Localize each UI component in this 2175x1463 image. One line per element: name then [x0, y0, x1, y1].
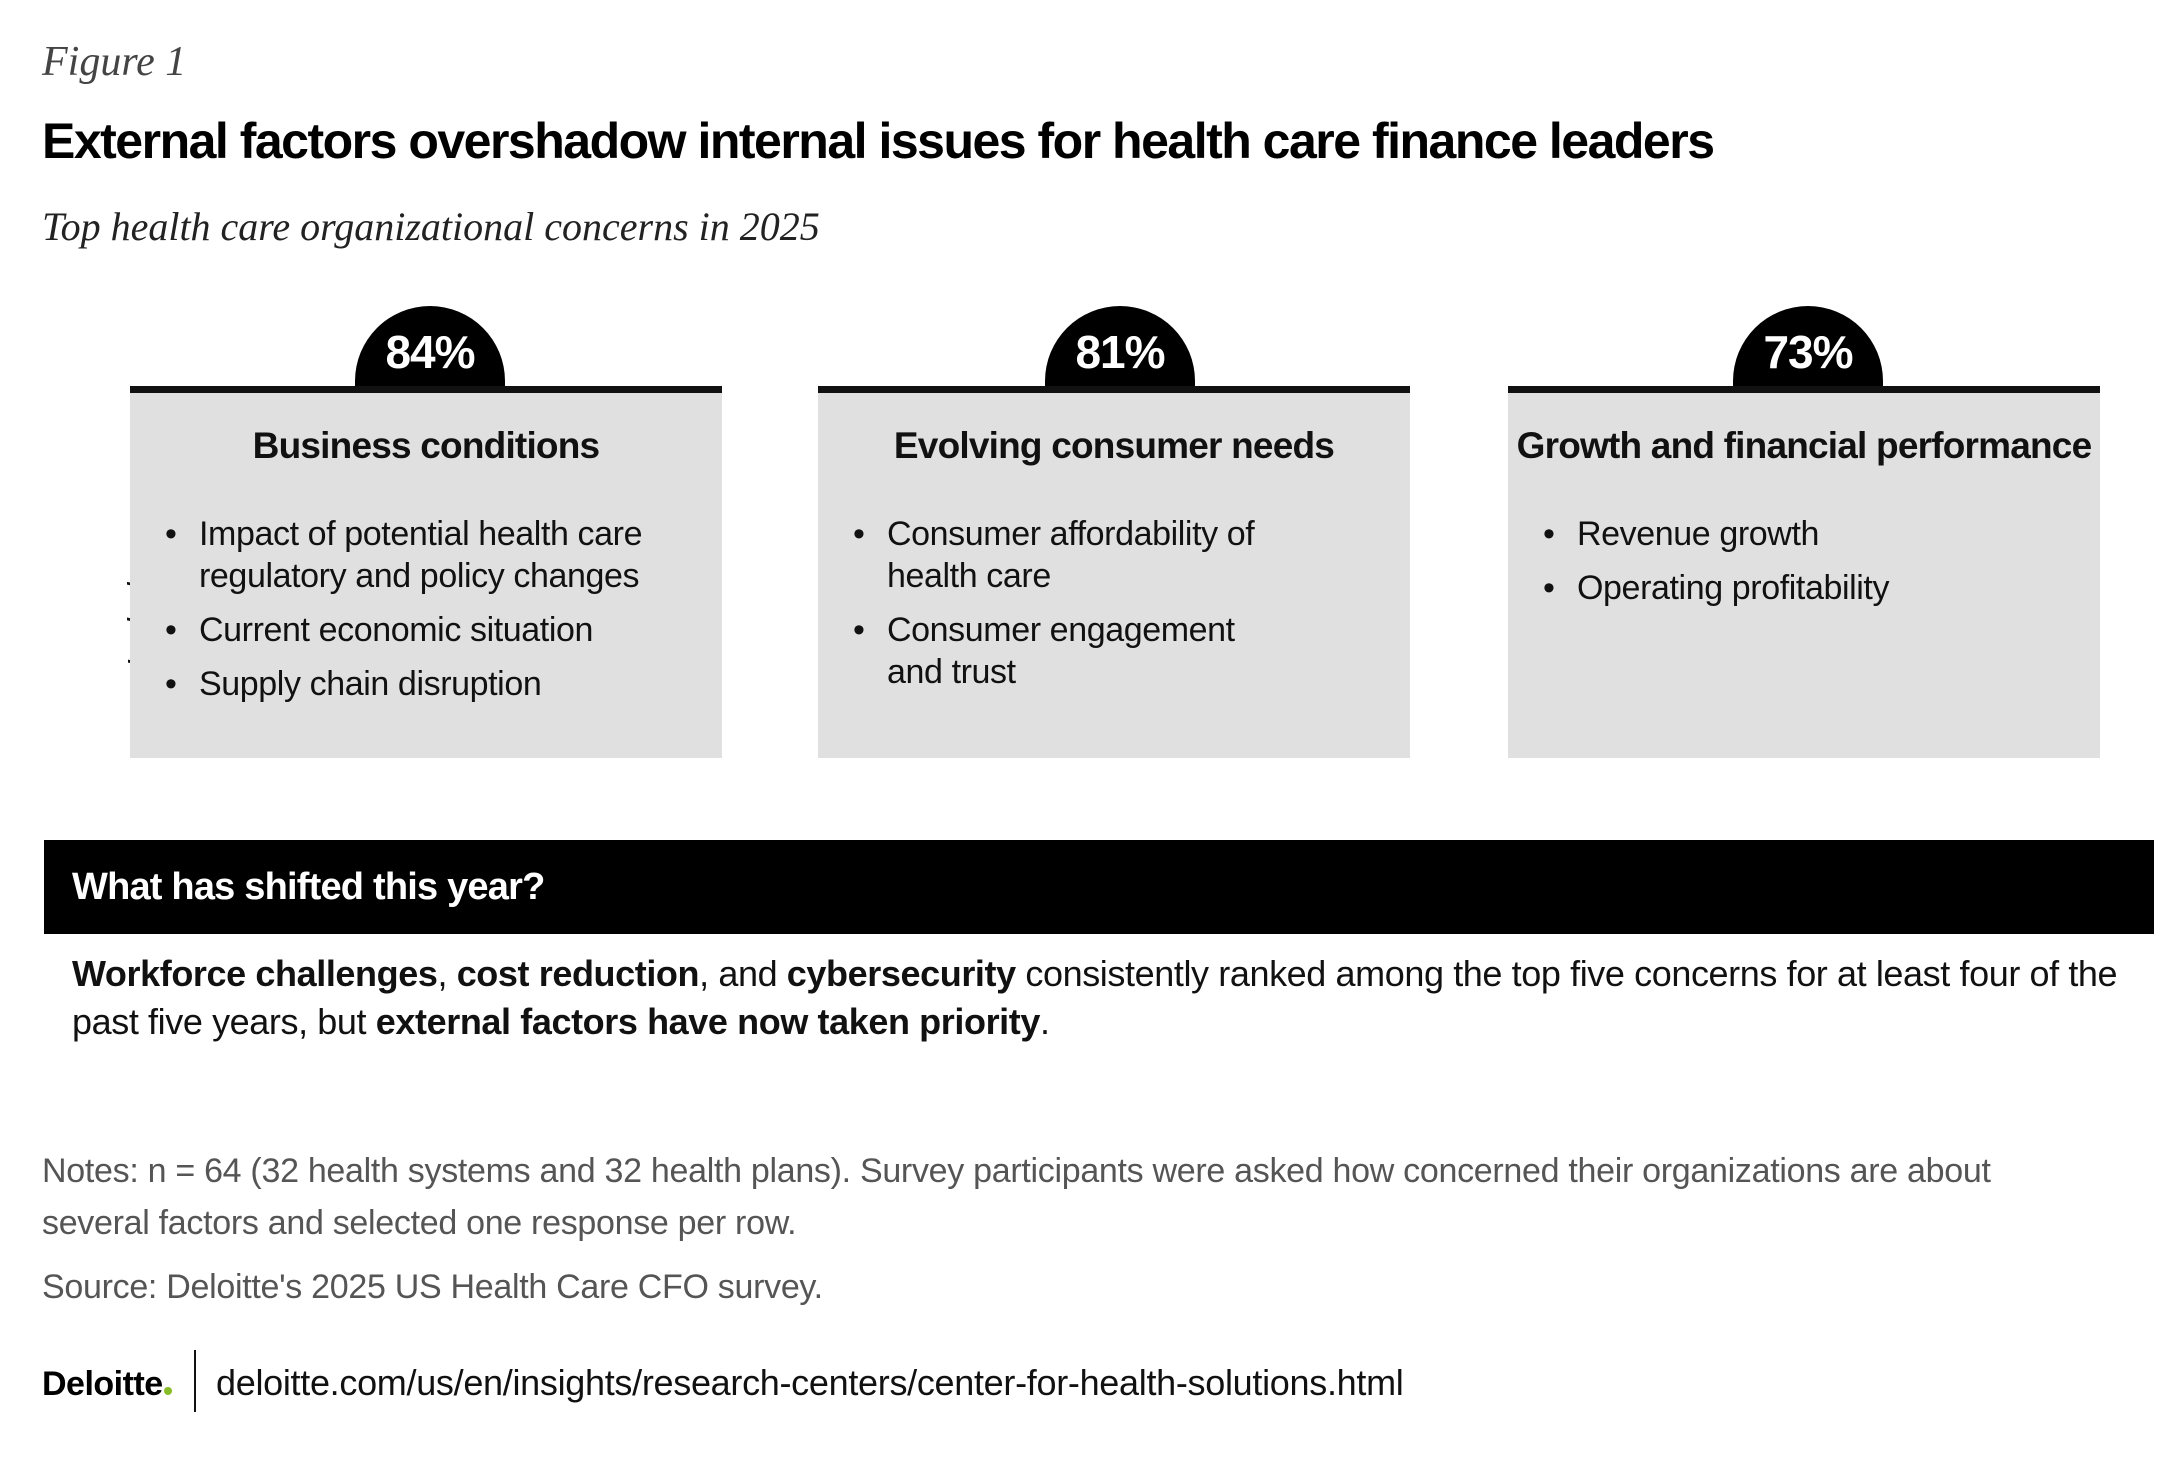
concern-card-business-conditions: Business conditions • Impact of potential…: [130, 386, 722, 758]
shift-text-part: ,: [437, 953, 457, 994]
list-item: • Impact of potential health care regulat…: [165, 515, 643, 595]
logo-dot-icon: [163, 1387, 172, 1395]
percent-badge-business-conditions: 84%: [355, 306, 505, 386]
list-item: • Current economic situation: [165, 611, 594, 649]
list-item: • Consumer affordability of health care: [853, 515, 1255, 595]
bullet-icon: •: [165, 665, 177, 703]
footer-divider: [194, 1350, 196, 1412]
shift-text-part: consistently ranked among the top five c…: [72, 953, 2118, 1042]
bullet-icon: •: [853, 611, 865, 649]
card-bullet-list: • Revenue growth • Operating profitability: [1543, 513, 2080, 621]
card-title: Growth and financial performance: [1516, 425, 2093, 466]
shift-text-part: Workforce challenges: [72, 953, 438, 994]
shift-paragraph: Workforce challenges, cost reduction, an…: [72, 950, 2132, 1046]
card-bullet-list: • Consumer affordability of health care •…: [853, 513, 1390, 705]
card-title: Evolving consumer needs: [893, 425, 1335, 466]
concern-card-evolving-consumer-needs: Evolving consumer needs • Consumer afford…: [818, 386, 1410, 758]
concern-card-growth-financial-performance: Growth and financial performance • Revenu…: [1508, 386, 2100, 758]
list-item: • Supply chain disruption: [165, 665, 542, 703]
shift-heading: What has shifted this year?: [72, 866, 545, 908]
shift-text-part: external factors have now taken priority: [375, 1001, 1041, 1042]
figure-label: Figure 1: [42, 39, 187, 85]
bullet-icon: •: [853, 515, 865, 553]
bullet-icon: •: [165, 611, 177, 649]
percent-badge-evolving-consumer-needs: 81%: [1045, 306, 1195, 386]
shift-header-bar: What has shifted this year?: [44, 840, 2154, 934]
page-title: External factors overshadow internal iss…: [42, 113, 1715, 169]
list-item: • Consumer engagement and trust: [853, 611, 1235, 691]
list-item: • Operating profitability: [1543, 569, 1890, 607]
footer-url-link[interactable]: deloitte.com/us/en/insights/research-cen…: [216, 1362, 1404, 1403]
bullet-icon: •: [165, 515, 177, 553]
percent-badge-growth-financial-performance: 73%: [1733, 306, 1883, 386]
page-subtitle: Top health care organizational concerns …: [42, 204, 820, 249]
bullet-icon: •: [1543, 515, 1555, 553]
card-bullet-list: • Impact of potential health care regulat…: [165, 513, 702, 717]
shift-text-part: .: [1040, 1001, 1050, 1042]
shift-text-part: , and: [699, 953, 787, 994]
list-item: • Revenue growth: [1543, 515, 1819, 553]
notes-text: Notes: n = 64 (32 health systems and 32 …: [42, 1152, 1991, 1242]
source-text: Source: Deloitte's 2025 US Health Care C…: [42, 1268, 823, 1306]
shift-text-part: cost reduction: [456, 953, 700, 994]
bullet-icon: •: [1543, 569, 1555, 607]
shift-text-part: cybersecurity: [786, 953, 1016, 994]
deloitte-logo: Deloitte: [42, 1365, 172, 1404]
card-title: Business conditions: [252, 425, 600, 466]
